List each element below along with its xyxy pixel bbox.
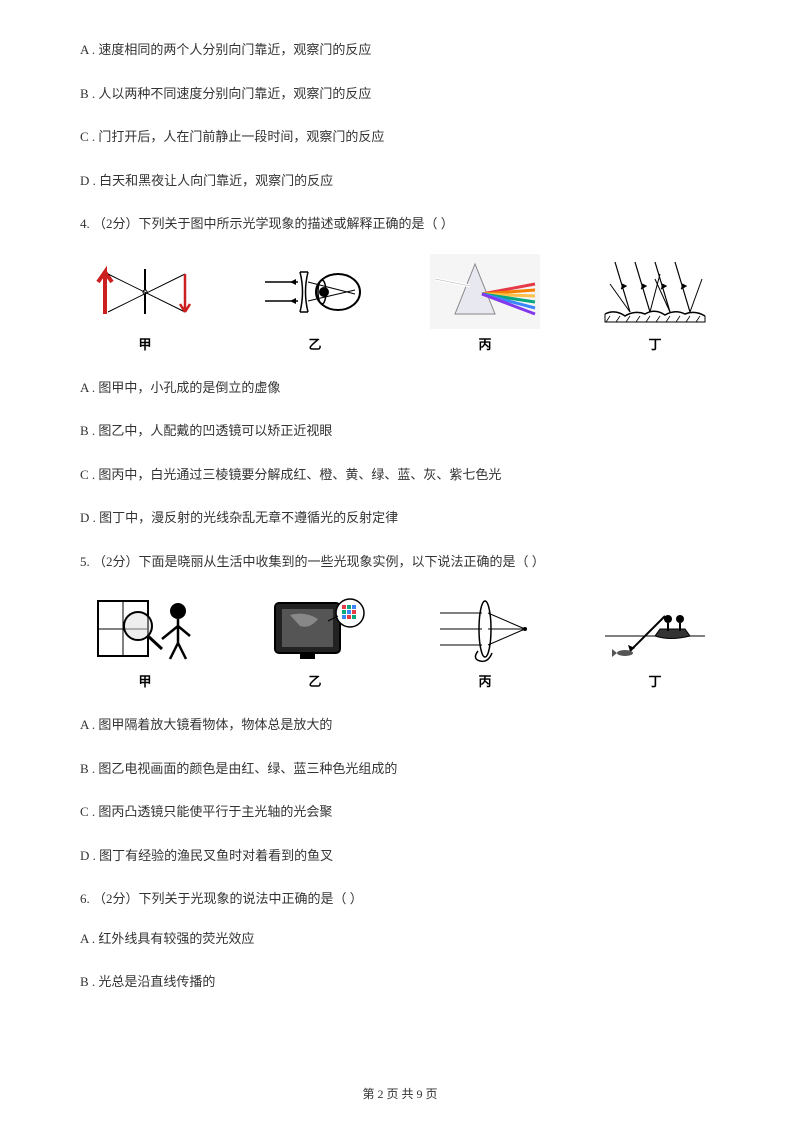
q5-label-bing: 丙 — [478, 671, 491, 690]
q4-option-a: A . 图甲中，小孔成的是倒立的虚像 — [80, 378, 720, 398]
q5-label-ding: 丁 — [648, 671, 661, 690]
q5-option-c: C . 图丙凸透镜只能使平行于主光轴的光会聚 — [80, 802, 720, 822]
q5-label-yi: 乙 — [308, 671, 321, 690]
q5-image-jia: 甲 — [90, 591, 200, 690]
q4-option-d: D . 图丁中，漫反射的光线杂乱无章不遵循光的反射定律 — [80, 508, 720, 528]
q4-image-jia: 甲 — [90, 254, 200, 353]
q4-option-b: B . 图乙中，人配戴的凹透镜可以矫正近视眼 — [80, 421, 720, 441]
fishing-diagram — [600, 591, 710, 666]
q6-option-a: A . 红外线具有较强的荧光效应 — [80, 929, 720, 949]
q4-label-bing: 丙 — [478, 334, 491, 353]
q4-stem: 4. （2分）下列关于图中所示光学现象的描述或解释正确的是（ ） — [80, 214, 720, 234]
q4-label-yi: 乙 — [308, 334, 321, 353]
q3-option-d: D . 白天和黑夜让人向门靠近，观察门的反应 — [80, 171, 720, 191]
q3-option-c: C . 门打开后，人在门前静止一段时间，观察门的反应 — [80, 127, 720, 147]
q5-image-ding: 丁 — [600, 591, 710, 690]
q3-option-a: A . 速度相同的两个人分别向门靠近，观察门的反应 — [80, 40, 720, 60]
convex-lens-diagram — [430, 591, 540, 666]
q5-label-jia: 甲 — [138, 671, 151, 690]
q5-option-b: B . 图乙电视画面的颜色是由红、绿、蓝三种色光组成的 — [80, 759, 720, 779]
q5-stem: 5. （2分）下面是晓丽从生活中收集到的一些光现象实例，以下说法正确的是（ ） — [80, 552, 720, 572]
q5-option-a: A . 图甲隔着放大镜看物体，物体总是放大的 — [80, 715, 720, 735]
q6-stem: 6. （2分）下列关于光现象的说法中正确的是（ ） — [80, 889, 720, 909]
q4-label-jia: 甲 — [138, 334, 151, 353]
magnifier-diagram — [90, 591, 200, 666]
q4-image-ding: 丁 — [600, 254, 710, 353]
pinhole-diagram — [90, 254, 200, 329]
eye-lens-diagram — [260, 254, 370, 329]
q5-image-yi: 乙 — [260, 591, 370, 690]
q4-image-bing: 丙 — [430, 254, 540, 353]
tv-diagram — [260, 591, 370, 666]
page-footer: 第 2 页 共 9 页 — [0, 1085, 800, 1102]
q4-option-c: C . 图丙中，白光通过三棱镜要分解成红、橙、黄、绿、蓝、灰、紫七色光 — [80, 465, 720, 485]
q4-images: 甲 乙 — [80, 254, 720, 353]
q3-option-b: B . 人以两种不同速度分别向门靠近，观察门的反应 — [80, 84, 720, 104]
q5-option-d: D . 图丁有经验的渔民叉鱼时对着看到的鱼叉 — [80, 846, 720, 866]
q4-label-ding: 丁 — [648, 334, 661, 353]
prism-diagram — [430, 254, 540, 329]
q6-option-b: B . 光总是沿直线传播的 — [80, 972, 720, 992]
diffuse-reflection-diagram — [600, 254, 710, 329]
q5-image-bing: 丙 — [430, 591, 540, 690]
q5-images: 甲 — [80, 591, 720, 690]
q4-image-yi: 乙 — [260, 254, 370, 353]
